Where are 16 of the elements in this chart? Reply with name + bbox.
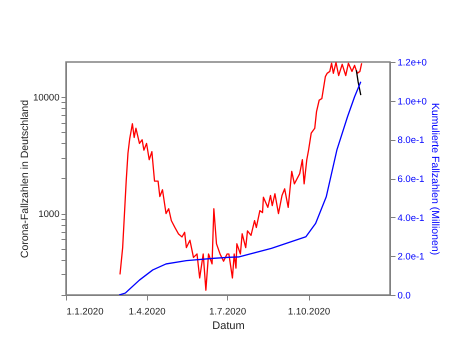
y2-tick-label: 4.0e-1 [398, 212, 424, 224]
y2-tick-label: 2.0e-1 [398, 252, 424, 263]
y2-tick-label: 1.2e+0 [398, 58, 427, 68]
x-tick-label: 1.7.2020 [209, 306, 246, 318]
y2-tick-label: 1.0e+0 [398, 96, 427, 108]
y-axis-title: Corona-Fallzahlen in Deutschland [19, 100, 32, 258]
x-tick-label: 1.1.2020 [66, 306, 104, 318]
x-axis-title: Datum [212, 320, 245, 332]
y-tick-label: 10000 [33, 92, 60, 104]
y-tick-label: 1000 [38, 209, 60, 220]
y2-axis-title: Kumulierte Fallzahlen (Millionen) [428, 102, 441, 256]
y2-tick-label: 0.0 [398, 290, 411, 302]
x-tick-label: 1.4.2020 [128, 306, 166, 318]
y2-tick-label: 8.0e-1 [398, 135, 424, 146]
x-tick-label: 1.10.2020 [288, 306, 330, 318]
y2-tick-label: 6.0e-1 [398, 174, 424, 185]
